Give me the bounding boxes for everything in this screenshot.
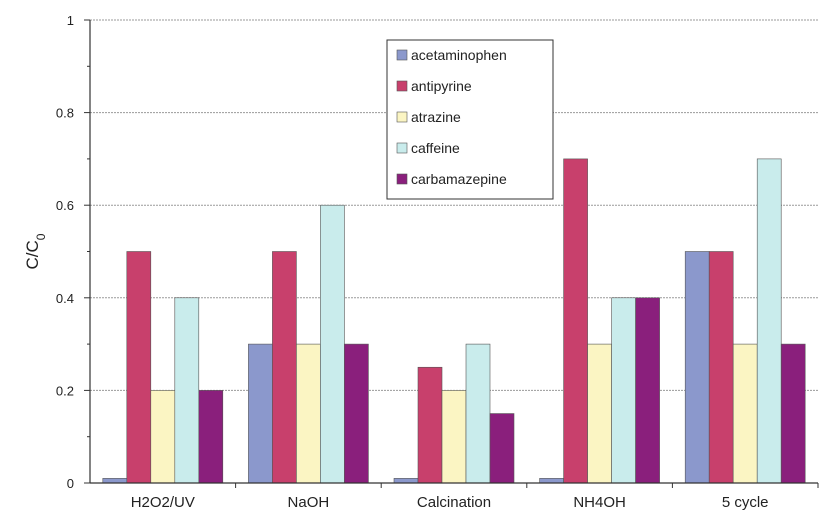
bar-acetaminophen <box>393 478 419 484</box>
bar-carbamazepine <box>635 297 660 484</box>
legend-label-carbamazepine: carbamazepine <box>411 171 507 187</box>
bar-antipyrine <box>417 366 443 484</box>
bar-caffeine <box>756 158 782 484</box>
bar-atrazine <box>587 343 612 484</box>
bar-acetaminophen <box>539 478 564 484</box>
bar-carbamazepine <box>344 343 369 484</box>
legend-label-caffeine: caffeine <box>411 140 460 156</box>
x-category-label: H2O2/UV <box>131 494 195 511</box>
bar-acetaminophen <box>684 251 710 484</box>
y-tick-label: 0.4 <box>56 291 74 306</box>
legend-label-antipyrine: antipyrine <box>411 78 472 94</box>
x-category-label: NaOH <box>288 494 330 511</box>
bar-antipyrine <box>563 158 588 484</box>
legend: acetaminophen antipyrine atrazine caffeine c… <box>386 39 554 200</box>
legend-label-acetaminophen: acetaminophen <box>411 47 507 63</box>
bar-caffeine <box>465 343 491 484</box>
y-axis-title-main: C/C <box>23 240 42 269</box>
bar-atrazine <box>150 390 176 484</box>
bars <box>102 158 806 484</box>
legend-swatch-atrazine <box>396 111 408 123</box>
y-axis-ticks: 0 0.2 0.4 0.6 0.8 1 <box>56 13 90 491</box>
legend-label-atrazine: atrazine <box>411 109 461 125</box>
x-category-label: NH4OH <box>573 494 626 511</box>
legend-swatch-caffeine <box>396 142 408 154</box>
y-tick-label: 0.8 <box>56 106 74 121</box>
bar-antipyrine <box>708 251 734 484</box>
bar-antipyrine <box>272 251 297 484</box>
y-tick-label: 0.6 <box>56 198 74 213</box>
bar-atrazine <box>441 390 467 484</box>
x-category-label: Calcination <box>417 494 491 511</box>
y-axis-title-subscript: 0 <box>34 233 48 240</box>
y-tick-label: 1 <box>67 13 74 28</box>
bar-acetaminophen <box>248 343 273 484</box>
y-axis-title: C/C0 <box>23 233 48 269</box>
bar-acetaminophen <box>102 478 128 484</box>
bar-carbamazepine <box>489 413 515 484</box>
bar-caffeine <box>611 297 636 484</box>
bar-atrazine <box>732 343 758 484</box>
bar-caffeine <box>174 297 200 484</box>
legend-swatch-carbamazepine <box>396 173 408 185</box>
bar-carbamazepine <box>780 343 806 484</box>
x-axis-labels: H2O2/UV NaOH Calcination NH4OH 5 cycle <box>131 483 819 511</box>
bar-caffeine <box>320 204 345 484</box>
legend-box <box>386 39 554 200</box>
legend-swatch-acetaminophen <box>396 49 408 61</box>
bar-antipyrine <box>126 251 152 484</box>
bar-carbamazepine <box>198 390 224 484</box>
bar-atrazine <box>296 343 321 484</box>
y-tick-label: 0 <box>67 476 74 491</box>
y-tick-label: 0.2 <box>56 383 74 398</box>
x-category-label: 5 cycle <box>722 494 769 511</box>
legend-swatch-antipyrine <box>396 80 408 92</box>
